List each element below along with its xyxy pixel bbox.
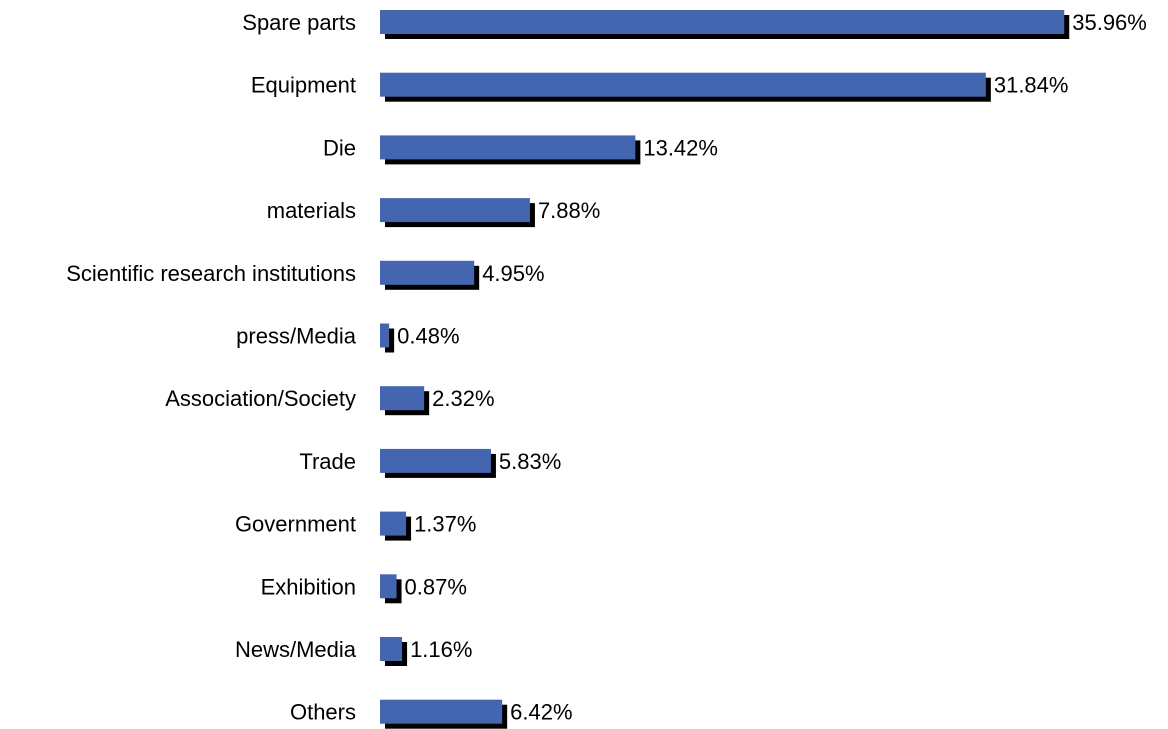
category-label-trade: Trade [299, 449, 356, 474]
bar-trade [380, 448, 491, 473]
bar-materials [380, 198, 530, 223]
value-label-equipment: 31.84% [994, 73, 1069, 98]
bar-exhibition [380, 574, 397, 599]
bars [380, 10, 1065, 724]
value-label-association-society: 2.32% [432, 386, 494, 411]
value-labels: 35.96% 31.84% 13.42% 7.88% 4.95% 0.48% 2.32% 5.… [397, 10, 1147, 725]
value-label-press-media: 0.48% [397, 324, 459, 349]
value-label-scientific-research-institutions: 4.95% [482, 261, 544, 286]
category-label-materials: materials [267, 198, 356, 223]
bar-news-media [380, 637, 403, 661]
value-label-spare-parts: 35.96% [1072, 10, 1147, 35]
category-label-association-society: Association/Society [165, 386, 356, 411]
value-label-news-media: 1.16% [410, 637, 472, 662]
category-label-scientific-research-institutions: Scientific research institutions [66, 261, 356, 286]
bar-shadows [385, 15, 1070, 729]
value-label-others: 6.42% [510, 700, 572, 725]
bar-die [380, 135, 636, 160]
bar-spare-parts [380, 10, 1065, 34]
bar-government [380, 511, 407, 536]
bar-equipment [380, 72, 986, 97]
value-label-materials: 7.88% [538, 198, 600, 223]
value-label-trade: 5.83% [499, 449, 561, 474]
category-label-equipment: Equipment [251, 73, 356, 98]
category-label-press-media: press/Media [236, 324, 357, 349]
bar-press-media [380, 323, 390, 348]
bar-shadow-press-media [385, 328, 395, 353]
category-label-news-media: News/Media [235, 637, 357, 662]
category-label-government: Government [235, 512, 356, 537]
bar-others [380, 699, 503, 724]
category-label-others: Others [290, 700, 356, 725]
bar-association-society [380, 386, 425, 411]
category-label-spare-parts: Spare parts [242, 10, 356, 35]
value-label-government: 1.37% [414, 512, 476, 537]
value-label-die: 13.42% [643, 135, 718, 160]
category-labels: Spare parts Equipment Die materials Scientif… [66, 10, 357, 725]
bar-scientific-research-institutions [380, 260, 475, 285]
category-label-exhibition: Exhibition [261, 574, 356, 599]
value-label-exhibition: 0.87% [405, 574, 467, 599]
category-label-die: Die [323, 135, 356, 160]
